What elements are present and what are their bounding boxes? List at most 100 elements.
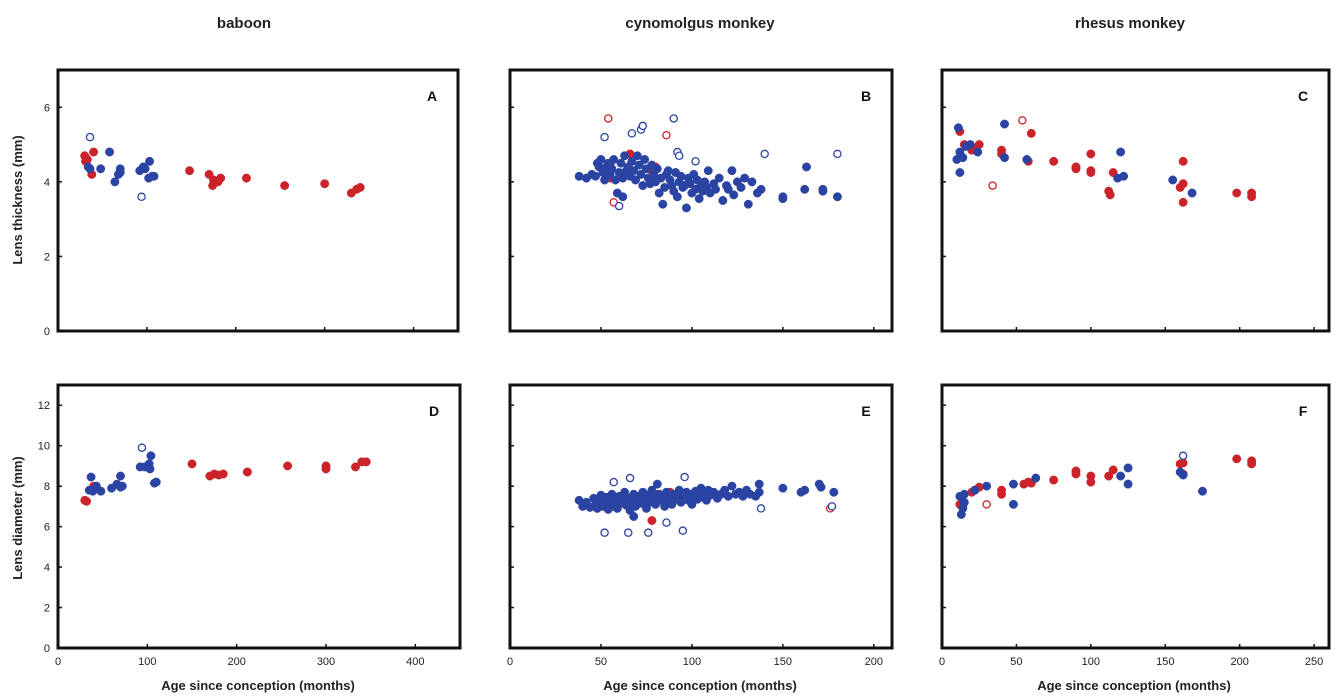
data-point-a-blue (105, 147, 115, 157)
x-tick-label-e: 0 (507, 656, 513, 668)
data-point-b-blue (818, 186, 828, 196)
data-point-b-blue (743, 199, 753, 209)
data-point-a-red (280, 181, 290, 191)
data-point-f-blue (1008, 499, 1018, 509)
data-point-b-blue-open (614, 201, 624, 211)
panel-d: D 0 2 4 6 8 10 12 0 100 200 300 400 (38, 383, 462, 668)
x-tick-label-d: 200 (227, 656, 245, 668)
data-point-a-red (216, 173, 226, 183)
data-point-b-blue (640, 155, 650, 164)
data-point-e-blue (652, 479, 662, 489)
x-axis-label-d: Age since conception (months) (161, 678, 355, 693)
data-point-b-blue (632, 151, 642, 161)
data-point-f-blue (1031, 473, 1041, 483)
data-point-b-blue (574, 171, 584, 181)
data-point-c-blue (958, 153, 968, 163)
data-point-c-blue (1187, 188, 1197, 198)
data-point-f-red (1247, 456, 1257, 466)
data-point-c-blue (1119, 171, 1129, 181)
data-point-b-blue (714, 173, 724, 183)
data-point-b-blue (616, 158, 626, 168)
data-point-d-red (361, 457, 371, 467)
data-point-b-blue (800, 184, 810, 194)
data-point-c-red (1178, 197, 1188, 207)
x-tick-label-f: 150 (1156, 656, 1174, 668)
data-point-a-blue-open (85, 132, 95, 142)
data-point-c-blue (1000, 119, 1009, 129)
data-point-d-blue (116, 471, 125, 481)
data-point-b-blue-open (833, 149, 842, 159)
panel-frame-a (56, 68, 460, 333)
data-point-b-blue (609, 155, 619, 164)
data-point-b-blue (629, 166, 639, 176)
data-point-a-red (82, 155, 92, 164)
data-point-b-blue (736, 183, 746, 192)
y-tick-label-d: 12 (38, 400, 50, 412)
data-point-a-red (320, 179, 330, 189)
data-point-b-blue (703, 166, 713, 176)
panel-letter-b: B (861, 88, 871, 104)
data-point-b-blue (723, 184, 733, 194)
data-point-b-blue (740, 173, 750, 183)
data-point-e-blue (754, 487, 764, 497)
data-point-c-red (1049, 156, 1059, 166)
data-point-b-blue-open (627, 129, 637, 138)
data-point-c-red (1071, 164, 1081, 174)
panel-letter-d: D (429, 403, 439, 419)
panel-letter-a: A (427, 88, 437, 104)
data-point-f-blue (1116, 471, 1126, 481)
panel-f: F 0 50 100 150 200 250 (939, 383, 1331, 668)
data-point-b-blue (658, 199, 668, 209)
x-tick-label-d: 400 (406, 656, 424, 668)
data-point-a-red (89, 147, 99, 157)
data-point-f-red (1071, 466, 1081, 476)
data-point-e-blue-open (625, 473, 635, 483)
y-tick-label-d: 8 (44, 481, 50, 493)
data-point-d-blue-open (137, 443, 147, 452)
data-point-a-red (355, 183, 365, 192)
data-point-c-red-open (1018, 116, 1027, 125)
data-point-c-red (1086, 149, 1096, 159)
data-point-c-red (1247, 192, 1257, 202)
x-tick-label-e: 150 (774, 656, 792, 668)
data-point-e-blue-open (600, 528, 609, 537)
data-point-a-blue (110, 177, 120, 187)
panel-letter-f: F (1299, 403, 1308, 419)
data-point-e-red (647, 516, 657, 525)
data-point-f-blue (959, 489, 969, 499)
data-point-e-blue (778, 483, 788, 493)
data-point-c-red (1178, 179, 1188, 189)
column-title-cynomolgus: cynomolgus monkey (625, 15, 775, 32)
data-point-d-red (82, 496, 92, 506)
data-point-d-red (218, 469, 228, 479)
x-tick-label-d: 0 (55, 656, 61, 668)
data-point-b-blue (636, 169, 646, 179)
data-point-e-blue (727, 481, 737, 491)
data-point-e-blue-open (756, 504, 766, 513)
x-axis-label-f: Age since conception (months) (1037, 678, 1231, 693)
data-point-b-blue (672, 192, 682, 202)
data-point-b-blue (618, 192, 628, 202)
y-axis-label-thickness: Lens thickness (mm) (10, 135, 25, 264)
data-point-c-blue (1022, 155, 1032, 164)
data-point-d-blue (117, 481, 127, 491)
data-point-b-blue (607, 164, 617, 174)
y-tick-label-a: 6 (44, 102, 50, 114)
panel-e: E 0 50 100 150 200 (507, 383, 894, 668)
data-point-b-blue-open (674, 151, 684, 161)
data-point-c-blue (965, 140, 975, 150)
data-point-c-red (1026, 128, 1036, 138)
data-point-b-blue (729, 190, 739, 200)
data-point-c-red (1178, 156, 1188, 166)
data-point-b-blue (618, 173, 628, 183)
x-tick-label-f: 50 (1010, 656, 1022, 668)
data-point-c-blue (973, 147, 983, 157)
panel-frame-b (508, 68, 894, 333)
data-point-b-blue-open (600, 132, 609, 142)
data-point-c-red (1086, 168, 1096, 177)
data-point-f-red (1108, 465, 1118, 475)
data-point-f-blue (959, 497, 969, 507)
data-point-a-blue (96, 164, 106, 174)
data-point-b-blue-open (691, 157, 700, 166)
